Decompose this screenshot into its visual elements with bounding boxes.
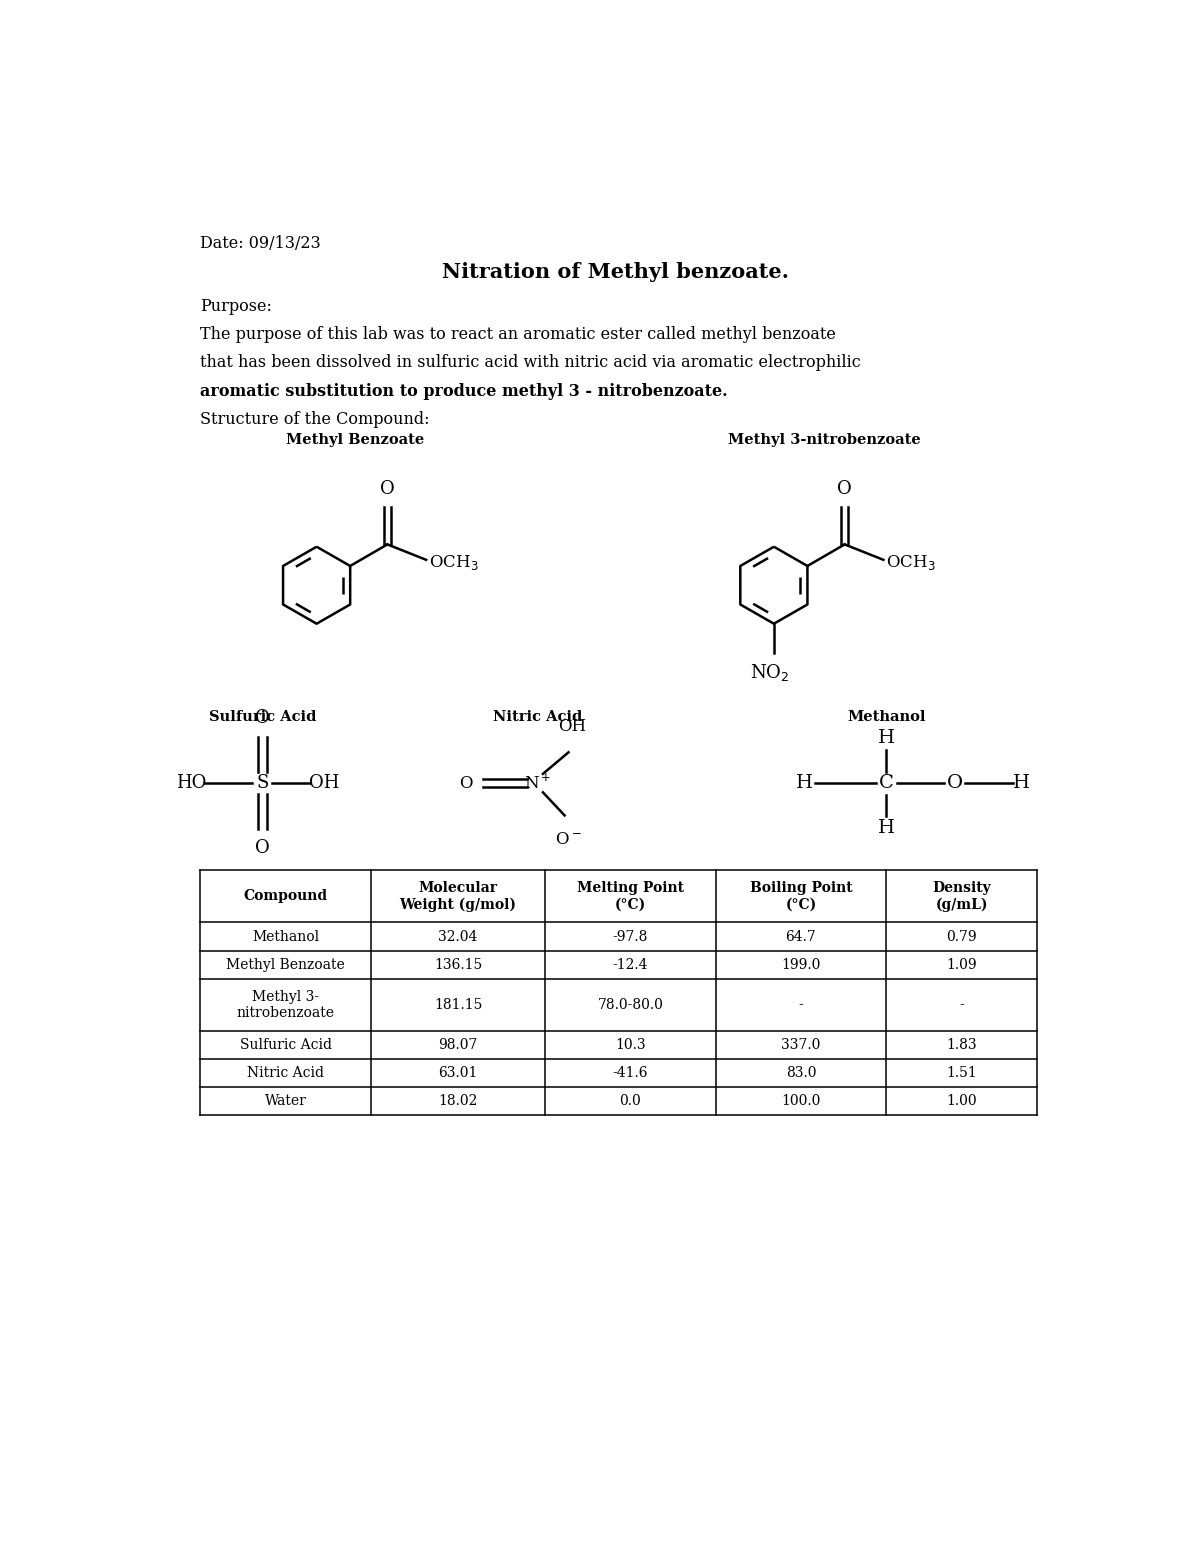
Text: Nitration of Methyl benzoate.: Nitration of Methyl benzoate. [442,262,788,281]
Text: -: - [799,997,803,1011]
Text: Methanol: Methanol [252,930,319,944]
Text: 0.0: 0.0 [619,1093,641,1107]
Text: Structure of the Compound:: Structure of the Compound: [200,412,430,429]
Text: O: O [838,480,852,499]
Text: 1.83: 1.83 [947,1037,977,1051]
Text: O$^-$: O$^-$ [556,831,582,848]
Text: O: O [460,775,473,792]
Text: Compound: Compound [244,890,328,904]
Text: Density
(g/mL): Density (g/mL) [932,881,991,912]
Text: Melting Point
(°C): Melting Point (°C) [577,881,684,912]
Text: The purpose of this lab was to react an aromatic ester called methyl benzoate: The purpose of this lab was to react an … [200,326,836,343]
Text: O: O [256,708,270,727]
Text: aromatic substitution to produce methyl 3 - nitrobenzoate.: aromatic substitution to produce methyl … [200,382,728,399]
Text: Methyl Benzoate: Methyl Benzoate [287,433,425,447]
Text: OH: OH [558,719,587,736]
Text: Sulfuric Acid: Sulfuric Acid [240,1037,331,1051]
Text: 32.04: 32.04 [438,930,478,944]
Text: N$^+$: N$^+$ [523,773,551,792]
Text: H: H [797,773,814,792]
Text: -: - [960,997,964,1011]
Text: Boiling Point
(°C): Boiling Point (°C) [750,881,852,912]
Text: 181.15: 181.15 [434,997,482,1011]
Text: 136.15: 136.15 [434,958,482,972]
Text: OH: OH [310,773,340,792]
Text: O: O [947,773,962,792]
Text: Purpose:: Purpose: [200,298,272,315]
Text: H: H [877,818,895,837]
Text: 100.0: 100.0 [781,1093,821,1107]
Text: NO$_2$: NO$_2$ [750,662,790,683]
Text: Date: 09/13/23: Date: 09/13/23 [200,235,322,252]
Text: Methanol: Methanol [847,710,925,724]
Text: O: O [256,839,270,857]
Text: Nitric Acid: Nitric Acid [493,710,582,724]
Text: 83.0: 83.0 [786,1065,816,1079]
Text: -97.8: -97.8 [613,930,648,944]
Text: Methyl 3-nitrobenzoate: Methyl 3-nitrobenzoate [728,433,920,447]
Text: -12.4: -12.4 [613,958,648,972]
Text: Nitric Acid: Nitric Acid [247,1065,324,1079]
Text: 1.00: 1.00 [947,1093,977,1107]
Text: 0.79: 0.79 [947,930,977,944]
Text: 78.0-80.0: 78.0-80.0 [598,997,664,1011]
Text: 98.07: 98.07 [438,1037,478,1051]
Text: 64.7: 64.7 [786,930,816,944]
Text: 337.0: 337.0 [781,1037,821,1051]
Text: 63.01: 63.01 [438,1065,478,1079]
Text: Molecular
Weight (g/mol): Molecular Weight (g/mol) [400,881,516,912]
Text: Methyl Benzoate: Methyl Benzoate [227,958,346,972]
Text: H: H [877,730,895,747]
Text: that has been dissolved in sulfuric acid with nitric acid via aromatic electroph: that has been dissolved in sulfuric acid… [200,354,862,371]
Text: OCH$_3$: OCH$_3$ [887,553,936,572]
Text: Sulfuric Acid: Sulfuric Acid [209,710,316,724]
Text: Methyl 3-
nitrobenzoate: Methyl 3- nitrobenzoate [236,989,335,1020]
Text: 199.0: 199.0 [781,958,821,972]
Text: H: H [1013,773,1031,792]
Text: HO: HO [176,773,206,792]
Text: Water: Water [265,1093,306,1107]
Text: O: O [380,480,395,499]
Text: 18.02: 18.02 [438,1093,478,1107]
Text: -41.6: -41.6 [613,1065,648,1079]
Text: 1.51: 1.51 [947,1065,977,1079]
Text: 10.3: 10.3 [616,1037,646,1051]
Text: S: S [256,773,269,792]
Text: OCH$_3$: OCH$_3$ [430,553,479,572]
Text: C: C [878,773,894,792]
Text: 1.09: 1.09 [947,958,977,972]
